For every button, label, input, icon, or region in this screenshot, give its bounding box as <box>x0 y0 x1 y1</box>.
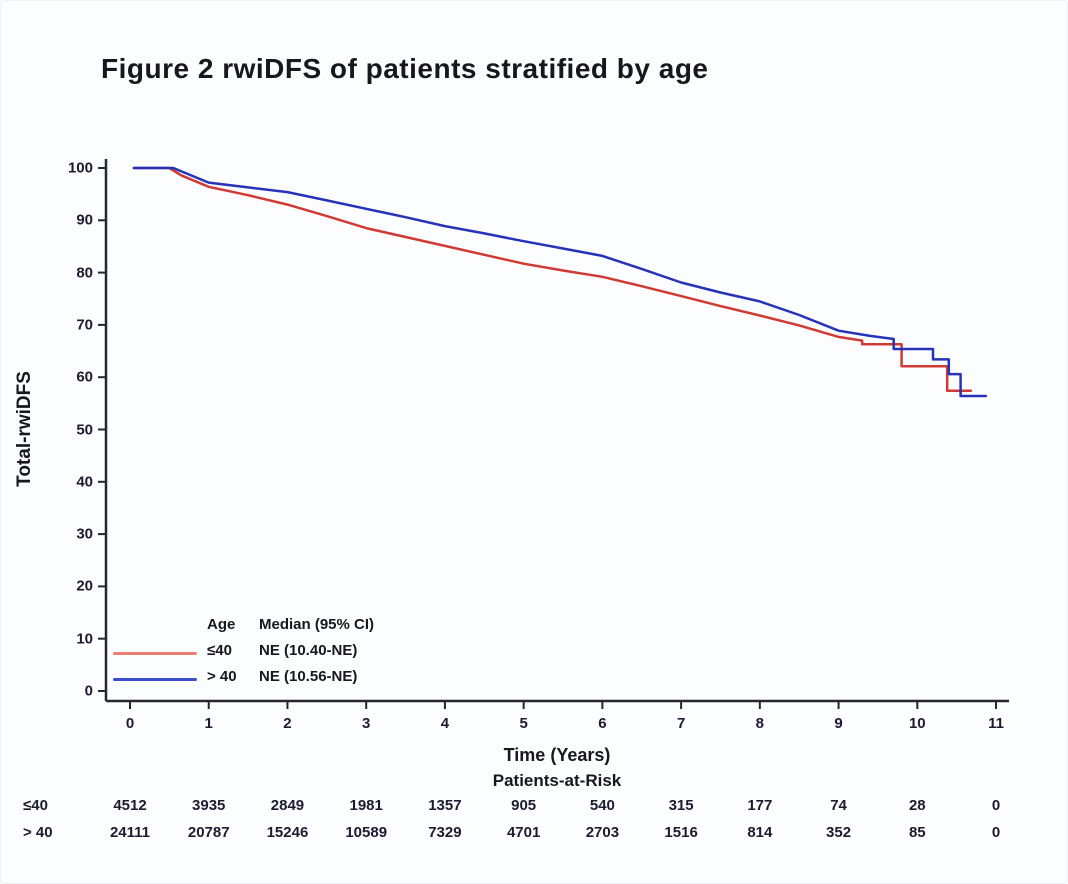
at-risk-row-label: > 40 <box>23 824 53 841</box>
legend-swatch-red-line <box>113 651 197 655</box>
at-risk-count: 85 <box>908 824 926 841</box>
y-tick-label: 10 <box>76 630 93 648</box>
at-risk-count: 177 <box>747 797 773 814</box>
at-risk-count: 20787 <box>187 824 230 841</box>
at-risk-count: 814 <box>747 824 773 841</box>
legend-median-value: NE (10.40-NE) <box>259 641 358 659</box>
legend-median-value: NE (10.56-NE) <box>259 667 358 685</box>
at-risk-count: 352 <box>826 824 852 841</box>
y-tick-label: 50 <box>76 421 93 438</box>
y-tick-label: 90 <box>76 211 93 229</box>
x-tick-label: 6 <box>598 715 607 732</box>
at-risk-count: 4701 <box>506 824 541 841</box>
x-tick-label: 7 <box>676 715 686 732</box>
at-risk-count: 315 <box>668 797 694 814</box>
y-tick-label: 80 <box>76 264 93 282</box>
x-tick-label: 1 <box>204 715 213 732</box>
y-tick-label: 40 <box>76 473 93 491</box>
legend-swatch-blue-line <box>113 677 197 681</box>
legend-header-median: Median (95% CI) <box>259 615 375 633</box>
legend-header-row: Age Median (95% CI) <box>113 611 374 637</box>
x-tick-label: 0 <box>125 715 135 732</box>
figure-title: Figure 2 rwiDFS of patients stratified b… <box>101 53 709 84</box>
at-risk-count: 1357 <box>428 797 462 814</box>
at-risk-count: 905 <box>511 797 537 814</box>
legend-label: > 40 <box>207 667 237 685</box>
x-tick-label: 10 <box>908 715 926 732</box>
at-risk-count: 28 <box>908 797 926 814</box>
y-tick-label: 100 <box>67 159 93 177</box>
at-risk-count: 7329 <box>428 824 462 841</box>
at-risk-count: 24111 <box>109 824 151 841</box>
at-risk-count: 10589 <box>345 824 388 841</box>
y-tick-label: 70 <box>76 316 93 334</box>
at-risk-count: 2703 <box>585 824 620 841</box>
at-risk-row-label: ≤40 <box>23 797 48 814</box>
x-tick-label: 9 <box>834 715 843 732</box>
at-risk-count: 4512 <box>113 797 147 814</box>
at-risk-count: 3935 <box>192 797 226 814</box>
y-tick-label: 0 <box>84 682 93 700</box>
at-risk-count: 1516 <box>664 824 698 841</box>
km-curve-gt40 <box>132 166 988 398</box>
at-risk-count: 540 <box>589 797 615 814</box>
y-tick-label: 30 <box>76 525 93 543</box>
x-tick-label: 11 <box>988 715 1004 732</box>
legend-entry-gt40: > 40 NE (10.56-NE) <box>113 663 374 689</box>
at-risk-count: 0 <box>991 824 1001 841</box>
at-risk-count: 1981 <box>349 797 383 814</box>
y-tick-label: 20 <box>76 577 93 595</box>
legend-header-age: Age <box>207 615 236 633</box>
x-tick-label: 3 <box>362 715 371 732</box>
x-tick-label: 8 <box>755 715 764 732</box>
legend-label: ≤40 <box>207 641 232 659</box>
at-risk-count: 0 <box>991 797 1001 814</box>
plot-legend: Age Median (95% CI) ≤40 NE (10.40-NE) > … <box>113 611 374 689</box>
x-tick-label: 4 <box>440 715 450 732</box>
at-risk-count: 15246 <box>266 824 309 841</box>
at-risk-count: 2849 <box>270 797 305 814</box>
km-curve-le40 <box>132 166 973 393</box>
legend-entry-le40: ≤40 NE (10.40-NE) <box>113 637 374 663</box>
at-risk-count: 74 <box>830 797 847 814</box>
x-tick-label: 2 <box>283 715 292 732</box>
x-axis-label: Time (Years) <box>503 745 611 765</box>
x-tick-label: 5 <box>519 715 528 732</box>
at-risk-header: Patients-at-Risk <box>492 771 622 790</box>
y-tick-label: 60 <box>76 368 93 386</box>
y-axis-label: Total-rwiDFS <box>14 371 35 487</box>
